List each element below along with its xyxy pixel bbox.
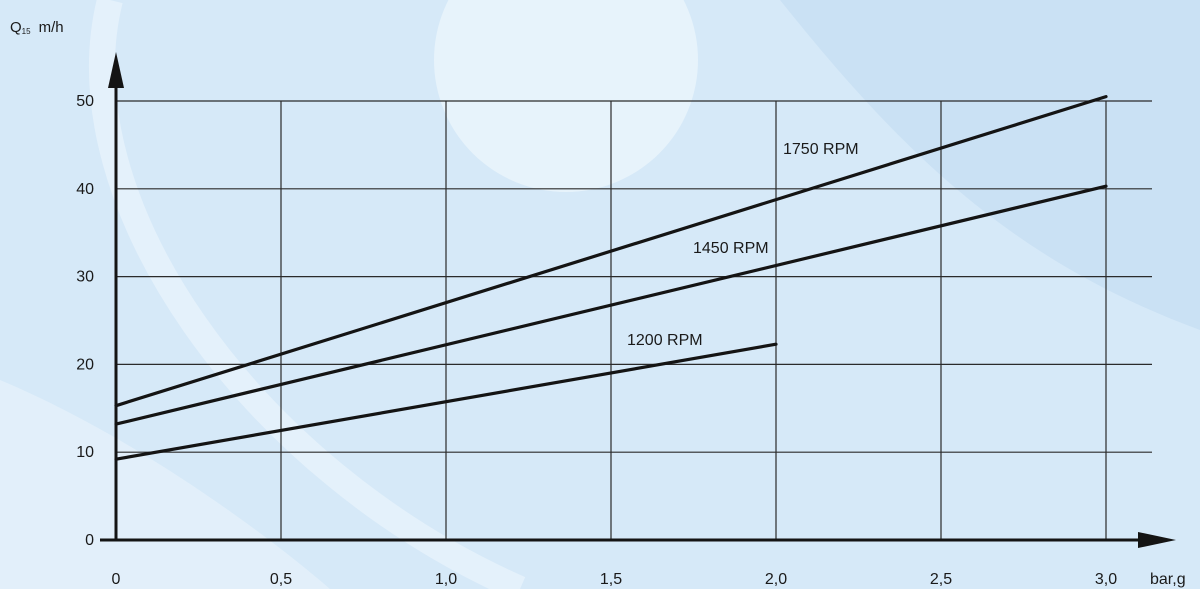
series-line: [114, 184, 1108, 426]
series-line: [114, 95, 1108, 408]
y-tick-label: 40: [76, 181, 94, 198]
background-shape-right: [780, 0, 1200, 330]
x-axis-title: bar,g: [1150, 571, 1186, 588]
background-circle: [434, 0, 698, 192]
y-tick-label: 10: [76, 444, 94, 461]
y-tick-label: 30: [76, 269, 94, 286]
y-axis-title: Q15 m/h: [10, 19, 64, 36]
y-tick-label: 0: [85, 532, 94, 549]
x-tick-label: 2,0: [765, 571, 787, 588]
series-line: [114, 342, 778, 461]
series-layer: [114, 95, 1108, 461]
y-axis-arrow: [108, 52, 124, 88]
series-label: 1450 RPM: [693, 240, 769, 257]
series-label: 1200 RPM: [627, 332, 703, 349]
y-tick-label: 50: [76, 93, 94, 110]
x-tick-label: 0: [112, 571, 121, 588]
y-tick-label: 20: [76, 356, 94, 373]
y-axis-title-main: Q: [10, 19, 22, 36]
label-layer: 0 10 20 30 40 50 0 0,5 1,0 1,5 2,0 2,5 3,0 Q15 m/h bar,…: [10, 19, 1186, 588]
x-tick-label: 3,0: [1095, 571, 1117, 588]
grid-layer: [116, 100, 1152, 540]
x-tick-label: 1,5: [600, 571, 622, 588]
background-swoosh: [89, 0, 526, 594]
y-axis-title-unit: m/h: [39, 19, 64, 36]
x-tick-label: 0,5: [270, 571, 292, 588]
series-label: 1750 RPM: [783, 141, 859, 158]
x-tick-label: 1,0: [435, 571, 457, 588]
axis-layer: [100, 52, 1176, 548]
x-tick-label: 2,5: [930, 571, 952, 588]
background-shape-left: [0, 380, 330, 589]
x-axis-arrow: [1138, 532, 1176, 548]
y-axis-title-subscript: 15: [22, 27, 31, 36]
